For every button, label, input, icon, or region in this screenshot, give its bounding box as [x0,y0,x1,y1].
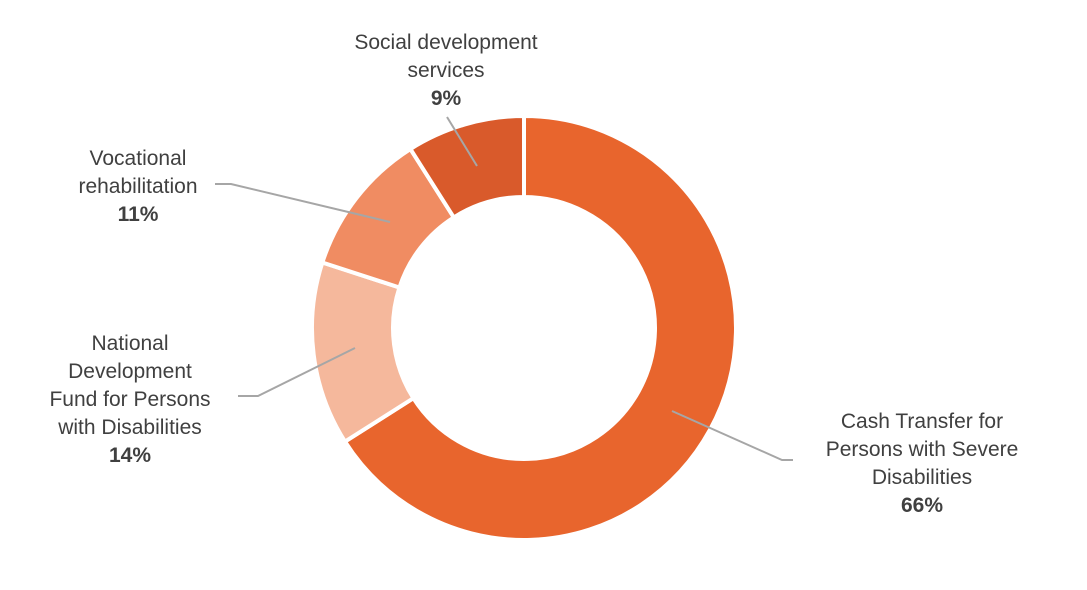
leader-line-1 [671,410,793,461]
donut-slices [310,113,738,542]
slice-label-line: Vocational [90,147,187,170]
donut-slice-1 [342,113,738,542]
slice-value-label: 11% [118,203,159,226]
leader-line-2 [238,347,356,397]
slice-label-1: Cash Transfer for Persons with Severe Disa… [826,410,1019,517]
slice-labels: Cash Transfer for Persons with Severe Disa… [49,31,1018,517]
leader-line-4 [446,116,478,167]
slice-label-line: Cash Transfer for [841,410,1003,433]
slice-label-line: services [407,59,484,82]
slice-label-line: with Disabilities [57,416,202,439]
slice-label-line: Fund for Persons [49,388,210,411]
slice-label-line: Development [68,360,192,383]
slice-label-line: Social development [354,31,537,54]
slice-label-2: National Development Fund for Persons with … [49,332,210,467]
slice-label-4: Social development services 9% [354,31,537,110]
slice-value-label: 14% [109,444,151,467]
donut-slice-4 [407,113,526,221]
slice-label-3: Vocational rehabilitation 11% [78,147,197,226]
slice-value-label: 9% [431,87,462,110]
leader-line-3 [215,183,391,223]
slice-label-line: rehabilitation [78,175,197,198]
slice-label-line: Persons with Severe [826,438,1019,461]
slice-value-label: 66% [901,494,943,517]
slice-label-line: Disabilities [872,466,972,489]
slice-label-line: National [91,332,168,355]
leader-lines [215,116,793,461]
